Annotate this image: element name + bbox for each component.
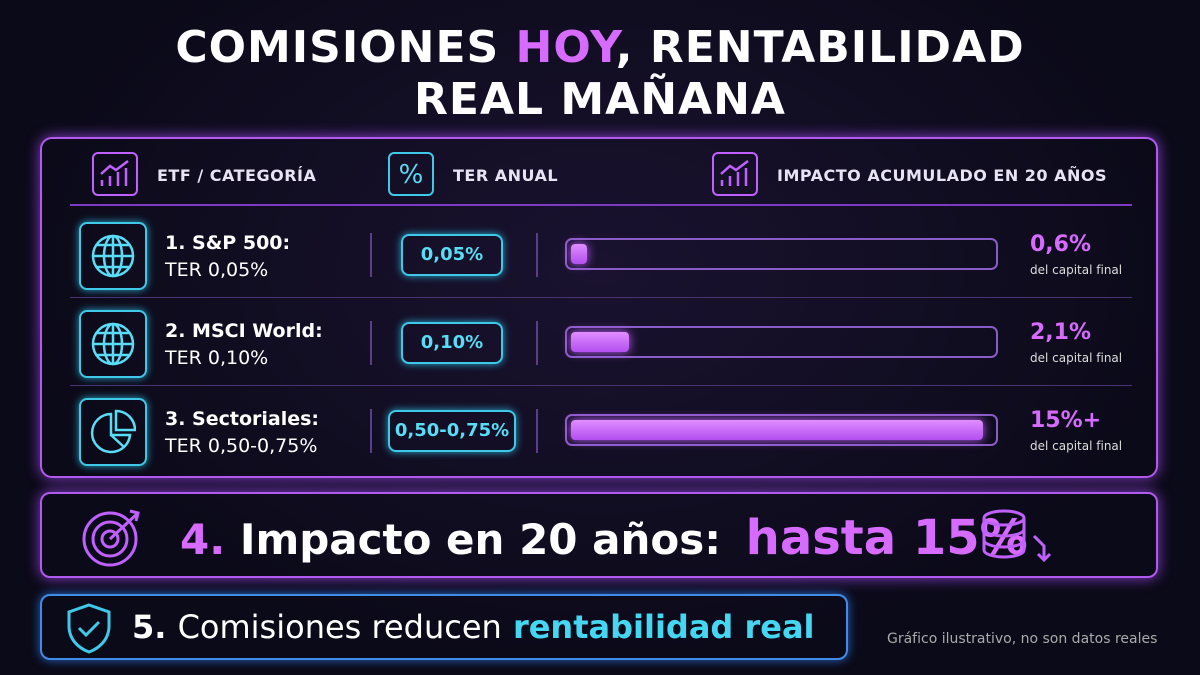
title-part: , RENTABILIDAD	[615, 22, 1025, 73]
column-divider	[370, 321, 372, 365]
impact-bar	[571, 244, 588, 264]
callout	[40, 594, 848, 660]
title-part: COMISIONES	[175, 22, 500, 73]
column-header: IMPACTO ACUMULADO EN 20 AÑOS	[777, 166, 1108, 185]
impact-note: del capital final	[1030, 263, 1123, 277]
row-ter-text: TER 0,50-0,75%	[165, 435, 318, 457]
callout-label: Impacto en 20 años:	[239, 515, 722, 564]
column-divider	[536, 233, 538, 277]
ter-badge: 0,50-0,75%	[388, 410, 516, 452]
impact-label: 0,6%	[1030, 232, 1092, 257]
icon-target	[82, 509, 140, 567]
row-icon	[79, 222, 147, 290]
bar-track	[565, 238, 998, 270]
header-divider	[70, 204, 1132, 206]
title-part: REAL MAÑANA	[414, 74, 786, 125]
row-icon	[79, 310, 147, 378]
column-divider	[536, 409, 538, 453]
row-name: 1. S&P 500:	[165, 232, 291, 254]
column-divider	[370, 233, 372, 277]
icon-chart	[712, 152, 758, 196]
svg-text:%: %	[399, 160, 424, 190]
ter-badge: 0,05%	[401, 234, 503, 276]
callout-highlight: hasta 15%	[745, 510, 1028, 566]
column-divider	[370, 409, 372, 453]
impact-bar	[571, 332, 629, 352]
callout-text: 5. Comisiones reducen rentabilidad real	[132, 608, 815, 646]
row-ter-text: TER 0,10%	[165, 347, 269, 369]
icon-percent: %	[388, 152, 434, 196]
callout-highlight: rentabilidad real	[512, 608, 815, 646]
callout-label: Comisiones reducen	[177, 608, 502, 646]
title: COMISIONES HOY, RENTABILIDAD REAL MAÑANA	[0, 22, 1200, 126]
table-panel	[40, 137, 1158, 478]
row-icon	[79, 398, 147, 466]
bar-track	[565, 414, 998, 446]
column-divider	[536, 321, 538, 365]
ter-badge: 0,10%	[401, 322, 503, 364]
impact-label: 2,1%	[1030, 320, 1092, 345]
column-header: TER ANUAL	[453, 166, 559, 185]
column-header: ETF / CATEGORÍA	[157, 166, 317, 185]
icon-database	[982, 509, 1052, 563]
row-ter-text: TER 0,05%	[165, 259, 269, 281]
icon-shield	[67, 603, 111, 654]
title-highlight: HOY	[515, 22, 616, 73]
callout-text: 4. Impacto en 20 años: hasta 15%	[180, 510, 1028, 566]
callout-number: 4.	[180, 515, 226, 564]
row-name: 3. Sectoriales:	[165, 408, 320, 430]
impact-bar	[571, 420, 983, 440]
callout	[40, 492, 1158, 578]
row-divider	[70, 297, 1132, 298]
row-divider	[70, 385, 1132, 386]
footnote: Gráfico ilustrativo, no son datos reales	[887, 631, 1158, 647]
impact-label: 15%+	[1030, 408, 1102, 433]
icon-chart	[92, 152, 138, 196]
callout-number: 5.	[132, 608, 167, 646]
bar-track	[565, 326, 998, 358]
impact-note: del capital final	[1030, 351, 1123, 365]
row-name: 2. MSCI World:	[165, 320, 323, 342]
impact-note: del capital final	[1030, 439, 1123, 453]
